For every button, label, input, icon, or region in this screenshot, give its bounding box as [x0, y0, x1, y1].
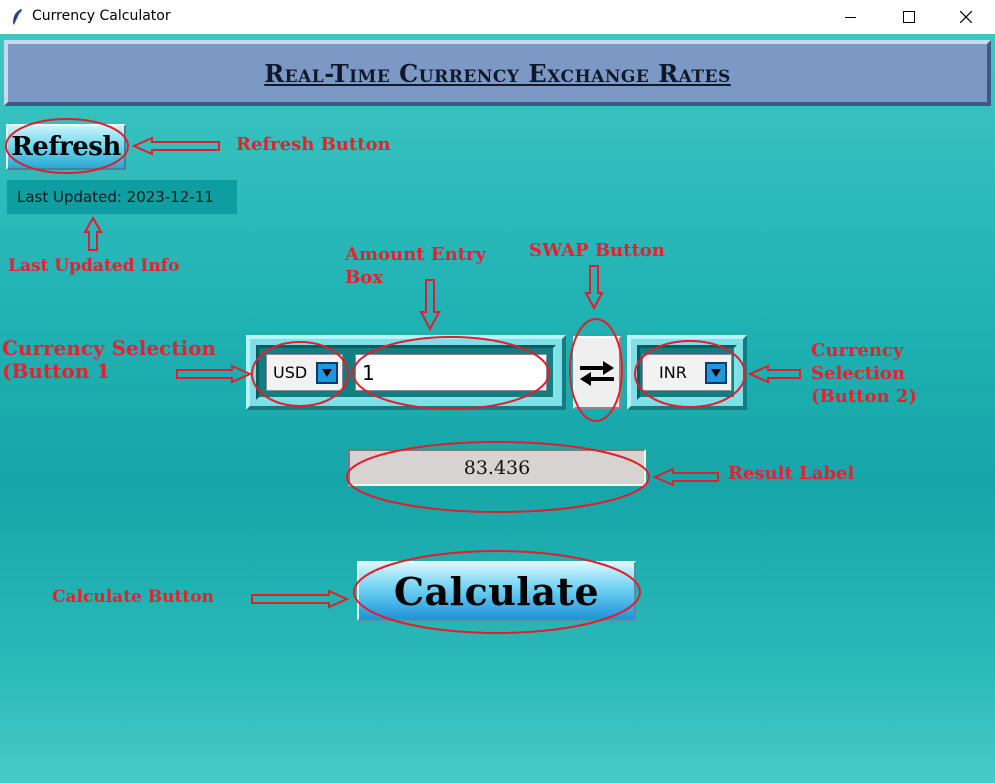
minimize-icon — [845, 17, 856, 18]
annotation-currency-selection-2: Currency Selection (Button 2) — [811, 340, 917, 407]
window-title: Currency Calculator — [32, 8, 171, 24]
annotation-calculate-button: Calculate Button — [52, 587, 214, 607]
calculate-button[interactable]: Calculate — [357, 561, 636, 621]
to-currency-value: INR — [659, 363, 687, 382]
annotation-currency-selection-1: Currency Selection (Button 1 — [2, 336, 216, 383]
header-banner: Real-Time Currency Exchange Rates — [4, 40, 991, 106]
close-button[interactable] — [937, 0, 995, 34]
page-title: Real-Time Currency Exchange Rates — [264, 58, 731, 88]
window-titlebar: Currency Calculator — [0, 0, 995, 34]
last-updated-label: Last Updated: 2023-12-11 — [7, 180, 237, 214]
to-currency-dropdown[interactable]: INR — [642, 354, 732, 391]
feather-icon — [13, 9, 22, 26]
chevron-down-icon — [316, 362, 338, 384]
amount-input[interactable] — [355, 354, 547, 391]
swap-button[interactable] — [573, 336, 621, 409]
annotation-refresh-button: Refresh Button — [236, 134, 391, 155]
minimize-button[interactable] — [822, 0, 880, 34]
maximize-button[interactable] — [880, 0, 938, 34]
refresh-button[interactable]: Refresh — [6, 124, 126, 170]
app-client-area: Real-Time Currency Exchange Rates Refres… — [0, 34, 995, 783]
result-label: 83.436 — [348, 449, 646, 486]
chevron-down-icon — [705, 362, 727, 384]
annotation-swap-button: SWAP Button — [529, 240, 665, 261]
close-icon — [960, 11, 972, 23]
annotation-amount-entry-box: Amount Entry Box — [345, 244, 486, 288]
annotation-last-updated-info: Last Updated Info — [8, 256, 180, 276]
calculate-button-label: Calculate — [393, 568, 600, 614]
from-currency-dropdown[interactable]: USD — [266, 354, 343, 391]
maximize-icon — [903, 11, 915, 23]
swap-arrows-icon — [580, 360, 614, 386]
refresh-button-label: Refresh — [11, 132, 121, 162]
from-currency-value: USD — [273, 363, 308, 382]
annotation-result-label: Result Label — [728, 463, 855, 484]
